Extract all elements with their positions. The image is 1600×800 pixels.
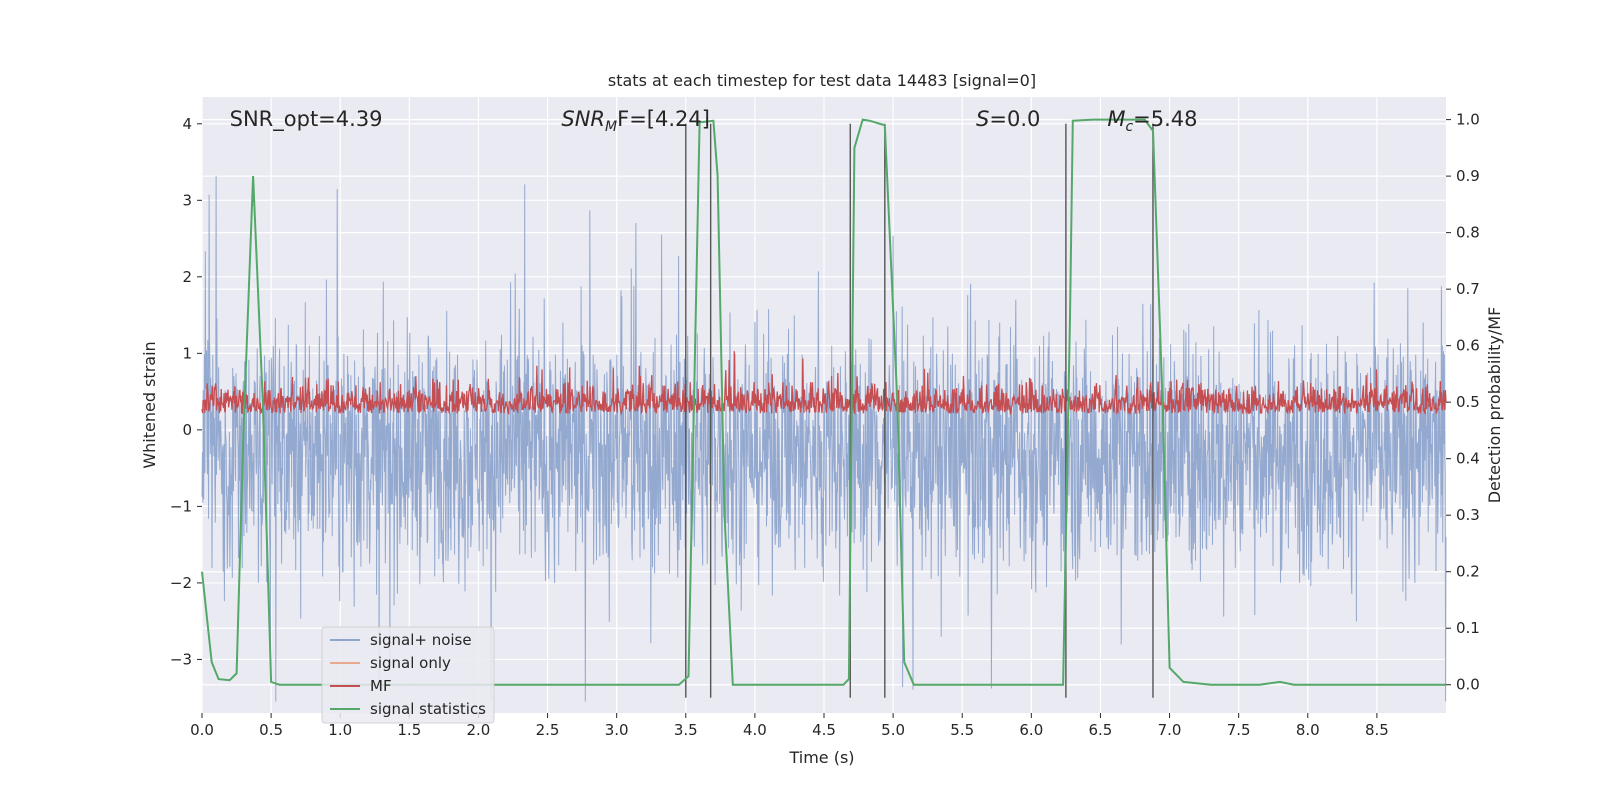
- x-tick-label: 6.0: [1019, 721, 1043, 739]
- x-tick-label: 3.5: [674, 721, 698, 739]
- annotation-text: SNRMF=[4.24]: [561, 107, 710, 135]
- x-tick-label: 7.0: [1158, 721, 1182, 739]
- y-right-tick-label: 0.3: [1456, 506, 1480, 524]
- annotations: SNR_opt=4.39 SNRMF=[4.24] S=0.0 Mc=5.48: [230, 107, 1198, 135]
- y-tick-label: 3: [182, 191, 192, 209]
- y-right-tick-label: 0.1: [1456, 619, 1480, 637]
- y-right-tick-label: 0.2: [1456, 563, 1480, 581]
- mf-trace: [201, 351, 1447, 416]
- x-tick-label: 1.5: [397, 721, 421, 739]
- annotation-text: SNR_opt=4.39: [230, 107, 383, 132]
- x-axis-label: Time (s): [788, 748, 854, 767]
- x-tick-label: 2.5: [536, 721, 560, 739]
- legend-label-signal: signal only: [370, 654, 451, 672]
- x-tick-label: 0.5: [259, 721, 283, 739]
- y-right-tick-label: 0.4: [1456, 450, 1480, 468]
- y-right-tick-label: 0.6: [1456, 337, 1480, 355]
- y-tick-label: 1: [182, 344, 192, 362]
- x-tick-label: 4.5: [812, 721, 836, 739]
- mf-series: [201, 351, 1447, 416]
- legend-label-mf: MF: [370, 677, 392, 695]
- y-tick-label: 0: [182, 421, 192, 439]
- y-right-tick-label: 0.5: [1456, 393, 1480, 411]
- x-tick-label: 8.0: [1296, 721, 1320, 739]
- legend-label-stats: signal statistics: [370, 700, 486, 718]
- signal-statistics-series: [201, 118, 1446, 686]
- x-tick-label: 4.0: [743, 721, 767, 739]
- x-tick-label: 1.0: [328, 721, 352, 739]
- annotation-text: Mc=5.48: [1107, 107, 1197, 135]
- x-tick-label: 2.0: [467, 721, 491, 739]
- y-right-tick-label: 1.0: [1456, 111, 1480, 129]
- x-tick-label: 6.5: [1089, 721, 1113, 739]
- x-tick-label: 5.0: [881, 721, 905, 739]
- y-right-tick-label: 0.0: [1456, 676, 1480, 694]
- y-tick-label: −2: [170, 574, 192, 592]
- y-tick-label: 4: [182, 115, 192, 133]
- legend: signal+ noise signal only MF signal stat…: [321, 626, 495, 724]
- annotation-text: S=0.0: [976, 107, 1040, 131]
- chart-title: stats at each timestep for test data 144…: [608, 71, 1036, 90]
- axes: 0.0 0.5 1.0 1.5 2.0 2.5 3.0 3.5 4.0 4.5 5.0 5.5 6.0 6…: [170, 111, 1480, 739]
- legend-box: [321, 626, 495, 724]
- y-right-tick-label: 0.9: [1456, 167, 1480, 185]
- y-right-axis-label: Detection probability/MF: [1485, 307, 1504, 504]
- legend-label-noise: signal+ noise: [370, 631, 472, 649]
- vertical-markers: [685, 123, 1154, 698]
- x-tick-label: 0.0: [190, 721, 214, 739]
- y-right-tick-label: 0.8: [1456, 224, 1480, 242]
- signal-statistics-line: [201, 118, 1446, 686]
- x-tick-label: 3.0: [605, 721, 629, 739]
- x-tick-label: 5.5: [950, 721, 974, 739]
- y-right-tick-label: 0.7: [1456, 280, 1480, 298]
- x-tick-label: 7.5: [1227, 721, 1251, 739]
- y-tick-label: −3: [170, 650, 192, 668]
- y-tick-label: 2: [182, 268, 192, 286]
- y-tick-label: −1: [170, 497, 192, 515]
- y-axis-label: Whitened strain: [140, 341, 159, 468]
- x-tick-label: 8.5: [1365, 721, 1389, 739]
